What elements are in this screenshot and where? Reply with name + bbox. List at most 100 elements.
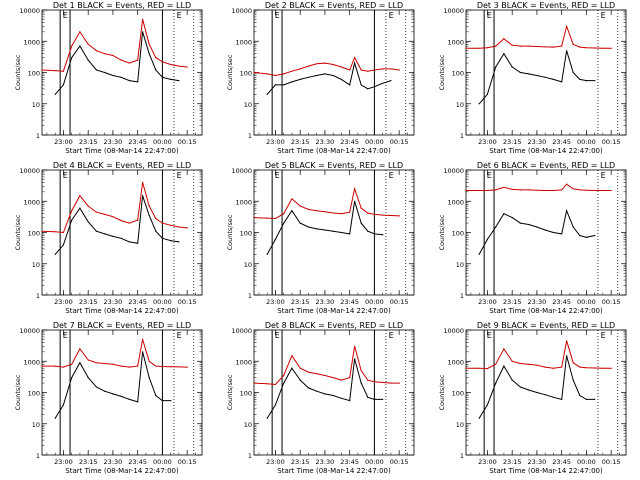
data-point-lld: [519, 362, 522, 365]
flag-label: E: [389, 331, 394, 340]
data-point-events: [148, 53, 150, 55]
data-point-lld: [54, 70, 56, 72]
data-point-lld: [373, 381, 375, 383]
data-point-events: [104, 71, 106, 74]
data-point-events: [299, 78, 301, 80]
series-line-events: [54, 351, 171, 419]
data-point-lld: [552, 46, 555, 48]
panel-title: Det 7 BLACK = Events, RED = LLD: [53, 321, 191, 330]
data-point-lld: [120, 220, 122, 222]
data-point-lld: [572, 188, 574, 190]
data-point-events: [511, 217, 513, 219]
data-point-events: [367, 88, 369, 90]
series-line-events: [266, 358, 383, 419]
data-point-events: [511, 66, 513, 68]
x-tick-label: 23:45: [128, 298, 147, 306]
data-point-events: [528, 223, 530, 226]
panel-det-2: Det 2 BLACK = Events, RED = LLD 1 10 100 100…: [226, 1, 415, 155]
data-point-lld: [112, 216, 114, 218]
data-point-events: [349, 400, 351, 402]
data-point-lld: [585, 367, 588, 369]
data-point-events: [104, 233, 106, 235]
data-point-lld: [148, 43, 150, 45]
data-point-lld: [316, 210, 318, 212]
data-point-lld: [495, 363, 497, 365]
data-point-lld: [324, 211, 326, 213]
data-point-lld: [274, 74, 276, 77]
data-point-events: [120, 395, 122, 397]
data-point-events: [594, 398, 596, 400]
data-point-lld: [354, 188, 356, 190]
data-point-events: [579, 394, 581, 397]
data-point-lld: [519, 189, 522, 191]
y-tick-label: 1000: [235, 198, 252, 206]
data-point-events: [572, 71, 574, 74]
data-point-lld: [486, 47, 488, 49]
data-point-events: [95, 230, 97, 232]
y-tick-label: 1: [248, 292, 252, 300]
data-point-events: [360, 222, 362, 224]
y-tick-label: 10: [456, 261, 464, 269]
data-point-lld: [495, 45, 497, 47]
data-point-events: [291, 210, 293, 212]
flag-label: E: [275, 171, 280, 180]
data-point-events: [486, 93, 488, 95]
data-point-lld: [478, 189, 480, 192]
data-point-lld: [390, 68, 392, 70]
data-point-events: [579, 234, 581, 237]
data-point-lld: [495, 189, 497, 191]
data-point-events: [561, 233, 563, 235]
x-tick-label: 00:15: [178, 298, 197, 306]
data-point-lld: [54, 365, 56, 367]
x-tick-label: 23:00: [478, 138, 497, 146]
data-point-lld: [87, 205, 89, 207]
data-point-events: [594, 80, 596, 82]
data-point-lld: [253, 382, 255, 384]
data-point-events: [552, 78, 555, 80]
data-point-events: [307, 76, 309, 78]
data-point-lld: [104, 213, 106, 215]
data-point-lld: [299, 205, 301, 207]
data-point-events: [544, 394, 546, 396]
x-tick-label: 23:30: [528, 298, 547, 306]
data-point-lld: [373, 69, 375, 71]
data-point-lld: [112, 54, 114, 57]
y-tick-label: 1: [36, 292, 40, 300]
data-point-events: [340, 78, 342, 80]
data-point-lld: [340, 379, 342, 381]
data-point-events: [566, 210, 568, 212]
data-point-lld: [572, 43, 574, 45]
data-point-events: [373, 86, 375, 88]
data-point-lld: [340, 213, 342, 215]
data-point-events: [71, 57, 73, 59]
y-tick-label: 1000: [235, 38, 252, 46]
y-tick-label: 1000: [23, 358, 40, 366]
data-point-lld: [572, 362, 574, 364]
x-tick-label: 23:45: [340, 298, 359, 306]
data-point-lld: [307, 371, 309, 373]
data-point-lld: [566, 340, 568, 342]
data-point-lld: [299, 68, 301, 70]
panel-det-5: Det 5 BLACK = Events, RED = LLD 1 10 100 100…: [226, 161, 415, 315]
y-tick-label: 10: [456, 101, 464, 109]
data-point-events: [95, 69, 97, 71]
data-point-lld: [104, 53, 106, 55]
data-point-lld: [536, 189, 538, 191]
x-tick-label: 00:15: [390, 458, 409, 466]
x-tick-label: 23:15: [291, 458, 310, 466]
x-tick-label: 23:15: [79, 458, 98, 466]
y-tick-label: 100: [452, 390, 464, 398]
x-tick-label: 23:30: [104, 138, 123, 146]
series-line-events: [54, 31, 179, 95]
data-point-events: [283, 382, 285, 384]
y-tick-label: 1: [460, 292, 464, 300]
data-point-lld: [41, 230, 43, 232]
data-point-events: [585, 398, 588, 400]
data-point-events: [155, 69, 157, 71]
data-point-lld: [354, 57, 356, 59]
data-point-events: [503, 365, 505, 367]
panel-title: Det 3 BLACK = Events, RED = LLD: [477, 1, 615, 10]
x-tick-label: 00:00: [365, 298, 384, 306]
data-point-lld: [398, 215, 400, 217]
data-point-lld: [594, 47, 596, 49]
